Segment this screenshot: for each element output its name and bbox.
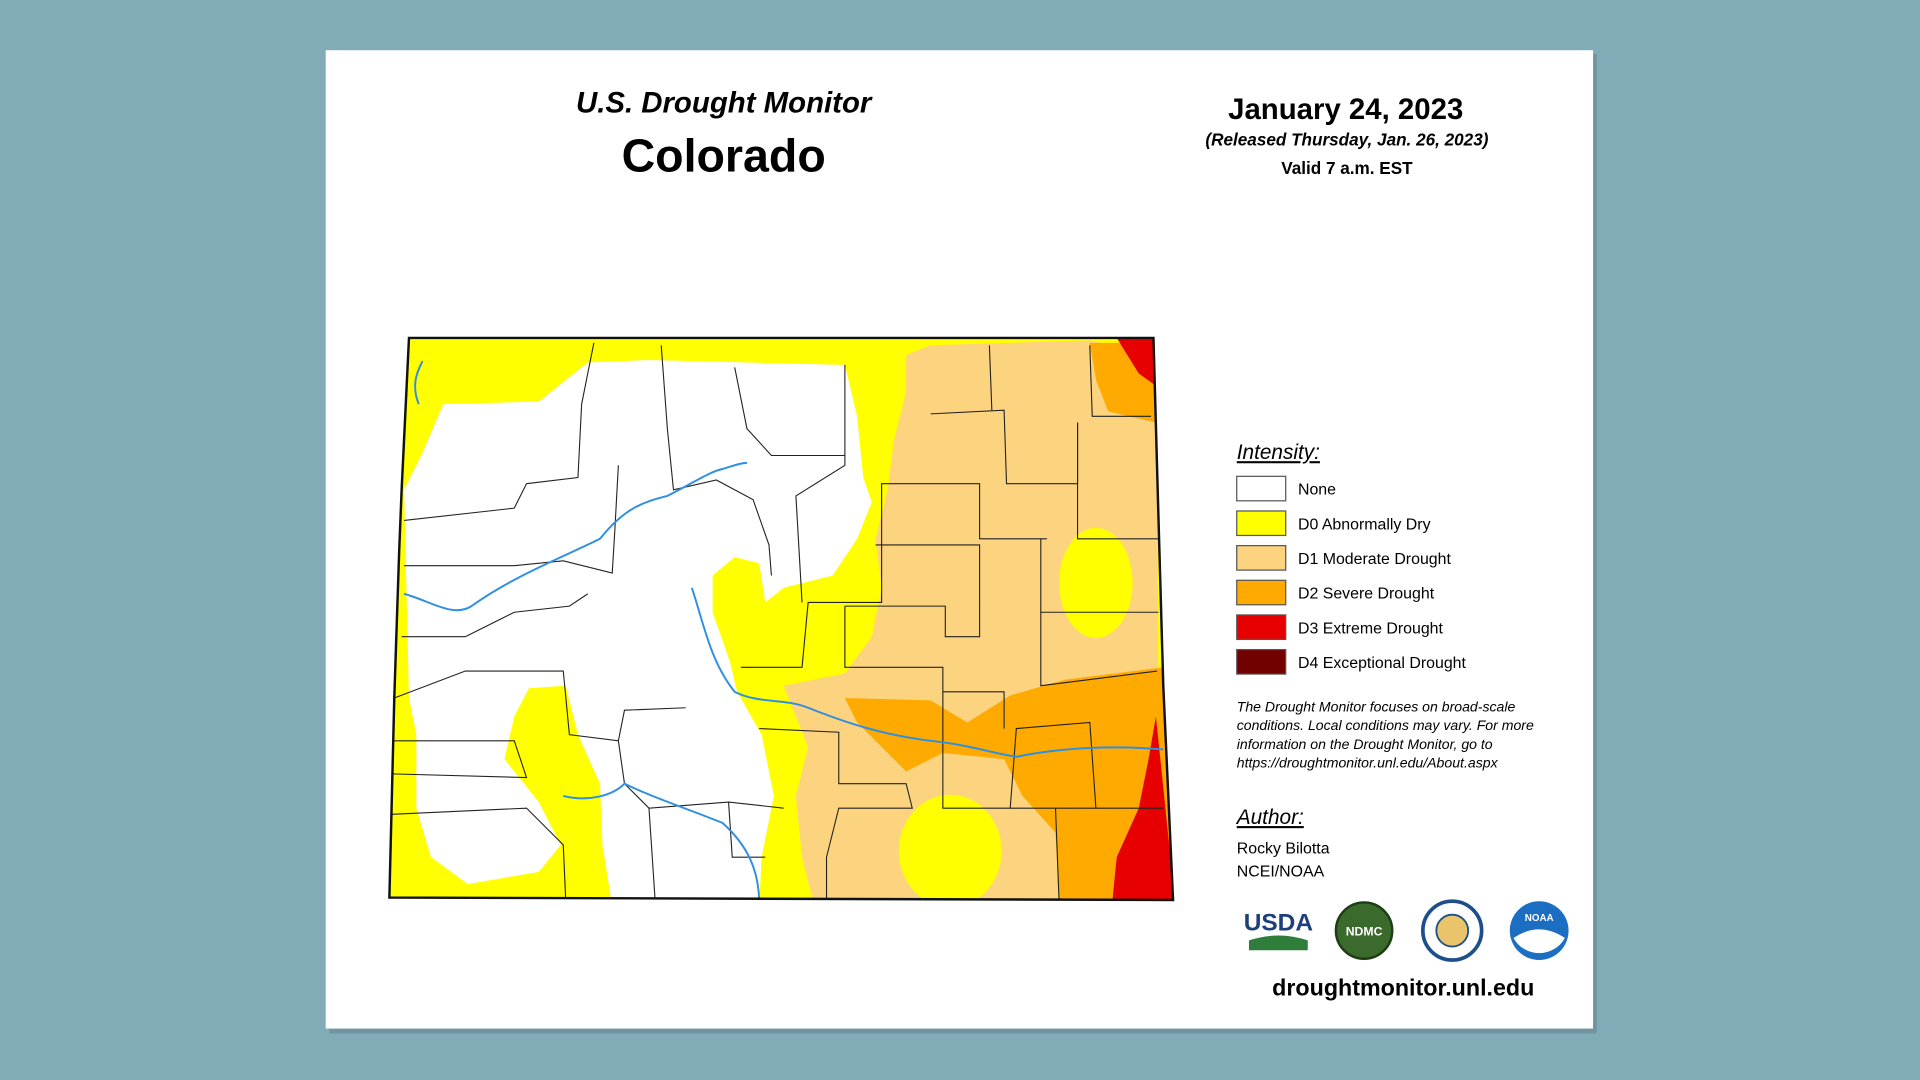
note-line: The Drought Monitor focuses on broad-sca… <box>1237 698 1516 714</box>
release-date: (Released Thursday, Jan. 26, 2023) <box>1205 130 1488 150</box>
usda-logo-text: USDA <box>1244 910 1314 937</box>
note-line: conditions. Local conditions may vary. F… <box>1237 717 1534 733</box>
d0-area <box>898 794 1002 900</box>
legend-swatch <box>1236 510 1287 537</box>
rivers <box>403 360 1164 900</box>
d0-area <box>1059 527 1133 638</box>
state-name: Colorado <box>622 129 826 181</box>
legend-label: D1 Moderate Drought <box>1298 551 1452 568</box>
map <box>389 337 1174 900</box>
legend-title: Intensity: <box>1237 441 1320 464</box>
d2-area <box>844 667 1174 900</box>
website-url: droughtmonitor.unl.edu <box>1272 975 1534 1001</box>
note-line: information on the Drought Monitor, go t… <box>1237 736 1493 752</box>
author-line: NCEI/NOAA <box>1237 864 1325 881</box>
d3-area <box>1116 337 1156 386</box>
valid-time: Valid 7 a.m. EST <box>1281 158 1413 178</box>
usda-logo-swoosh <box>1248 935 1308 951</box>
legend: Intensity: None D0 Abnormally Dry D1 Moder… <box>1236 441 1467 675</box>
legend-swatch <box>1236 475 1287 502</box>
none-area <box>404 360 872 900</box>
ndmc-logo <box>1334 901 1394 960</box>
doc-seal-center <box>1435 913 1470 948</box>
note-line: https://droughtmonitor.unl.edu/About.asp… <box>1237 755 1499 771</box>
author-line: Rocky Bilotta <box>1237 840 1330 857</box>
legend-swatch <box>1236 614 1287 641</box>
date: January 24, 2023 <box>1228 93 1463 126</box>
d3-area <box>1111 716 1174 900</box>
legend-label: D0 Abnormally Dry <box>1298 516 1431 533</box>
legend-label: D2 Severe Drought <box>1298 586 1435 603</box>
legend-swatch <box>1236 545 1287 571</box>
author-title: Author: <box>1235 806 1304 829</box>
ndmc-logo-text: NDMC <box>1346 925 1383 939</box>
noaa-logo-text: NOAA <box>1525 913 1554 924</box>
state-outline <box>388 336 1175 902</box>
title: U.S. Drought Monitor <box>576 87 873 120</box>
logos: USDA NDMC NOAA <box>1244 899 1569 962</box>
legend-label: D4 Exceptional Drought <box>1298 655 1467 672</box>
legend-label: None <box>1298 482 1336 499</box>
noaa-logo-bird <box>1513 929 1565 954</box>
legend-label: D3 Extreme Drought <box>1298 620 1444 637</box>
legend-swatch <box>1236 579 1287 606</box>
note: The Drought Monitor focuses on broad-sca… <box>1237 698 1534 770</box>
legend-swatch <box>1236 648 1287 675</box>
